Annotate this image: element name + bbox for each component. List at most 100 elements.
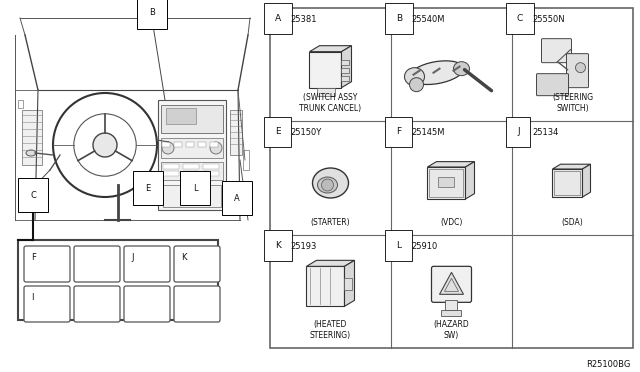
Bar [161, 105, 223, 133]
Text: L: L [193, 183, 197, 192]
Ellipse shape [404, 68, 424, 86]
Bar [166, 108, 196, 124]
Bar [183, 171, 199, 176]
Bar [186, 142, 194, 147]
Bar [183, 164, 199, 169]
Bar [161, 162, 223, 180]
Circle shape [210, 142, 222, 154]
Bar [442, 310, 461, 316]
Bar [438, 177, 454, 187]
Bar [158, 100, 226, 210]
Bar [163, 171, 179, 176]
FancyBboxPatch shape [174, 286, 220, 322]
Text: (STARTER): (STARTER) [310, 218, 350, 227]
Text: F: F [396, 127, 401, 136]
Ellipse shape [312, 168, 349, 198]
FancyBboxPatch shape [74, 246, 120, 282]
Bar [554, 171, 580, 195]
Text: (HEATED
STEERING): (HEATED STEERING) [310, 320, 351, 340]
Bar [210, 142, 218, 147]
Bar [344, 278, 353, 290]
Ellipse shape [26, 150, 36, 156]
Circle shape [93, 133, 117, 157]
Text: (SDA): (SDA) [562, 218, 584, 227]
FancyBboxPatch shape [566, 54, 589, 88]
Text: (STEERING
SWITCH): (STEERING SWITCH) [552, 93, 593, 113]
Text: R25100BG: R25100BG [587, 360, 631, 369]
Bar [203, 164, 219, 169]
Bar [342, 68, 349, 73]
FancyBboxPatch shape [24, 286, 70, 322]
Bar [270, 8, 633, 348]
Polygon shape [465, 161, 474, 199]
Polygon shape [440, 272, 463, 294]
Text: 25540M: 25540M [411, 15, 445, 24]
Ellipse shape [317, 177, 337, 193]
Text: I: I [31, 293, 33, 302]
Ellipse shape [454, 62, 470, 76]
Text: 25550N: 25550N [532, 15, 564, 24]
FancyBboxPatch shape [431, 266, 472, 302]
Polygon shape [310, 46, 351, 52]
Ellipse shape [410, 61, 463, 84]
FancyBboxPatch shape [74, 286, 120, 322]
Polygon shape [342, 46, 351, 88]
Text: C: C [517, 14, 524, 23]
Circle shape [410, 78, 424, 92]
Bar [307, 266, 344, 306]
Bar [317, 88, 335, 96]
Polygon shape [307, 260, 355, 266]
FancyBboxPatch shape [124, 286, 170, 322]
Text: F: F [31, 253, 36, 262]
Polygon shape [582, 164, 591, 197]
Text: K: K [181, 253, 186, 262]
Text: 25134: 25134 [532, 128, 558, 137]
Bar [18, 240, 218, 320]
FancyBboxPatch shape [124, 246, 170, 282]
Circle shape [575, 62, 586, 73]
FancyBboxPatch shape [174, 246, 220, 282]
Circle shape [321, 179, 333, 191]
Bar [203, 171, 219, 176]
Bar [163, 164, 179, 169]
Polygon shape [344, 260, 355, 306]
Circle shape [162, 142, 174, 154]
Text: C: C [30, 190, 36, 199]
Text: J: J [517, 127, 520, 136]
Bar [161, 138, 223, 158]
Bar [18, 100, 23, 108]
Text: J: J [131, 253, 134, 262]
Text: 25150Y: 25150Y [290, 128, 321, 137]
Text: 25381: 25381 [290, 15, 317, 24]
Bar [22, 110, 42, 165]
Bar [342, 60, 349, 65]
Text: B: B [149, 7, 155, 16]
FancyBboxPatch shape [536, 74, 568, 96]
Text: E: E [145, 183, 150, 192]
Bar [162, 142, 170, 147]
Text: 25145M: 25145M [411, 128, 445, 137]
Text: A: A [234, 193, 240, 202]
Text: (VDC): (VDC) [440, 218, 463, 227]
Text: B: B [396, 14, 402, 23]
FancyBboxPatch shape [24, 246, 70, 282]
Text: (HAZARD
SW): (HAZARD SW) [434, 320, 469, 340]
Bar [310, 52, 342, 88]
Text: K: K [275, 241, 281, 250]
Text: E: E [275, 127, 280, 136]
Text: A: A [275, 14, 281, 23]
Bar [174, 142, 182, 147]
Bar [552, 169, 582, 197]
Bar [429, 169, 463, 197]
Text: (SWITCH ASSY
TRUNK CANCEL): (SWITCH ASSY TRUNK CANCEL) [300, 93, 362, 113]
Text: 25910: 25910 [411, 242, 437, 251]
Polygon shape [552, 164, 591, 169]
Bar [243, 150, 249, 170]
Bar [230, 110, 242, 155]
Bar [198, 142, 206, 147]
Bar [342, 76, 349, 81]
Bar [163, 185, 221, 207]
FancyBboxPatch shape [541, 39, 572, 62]
Text: L: L [396, 241, 401, 250]
Bar [445, 300, 458, 310]
